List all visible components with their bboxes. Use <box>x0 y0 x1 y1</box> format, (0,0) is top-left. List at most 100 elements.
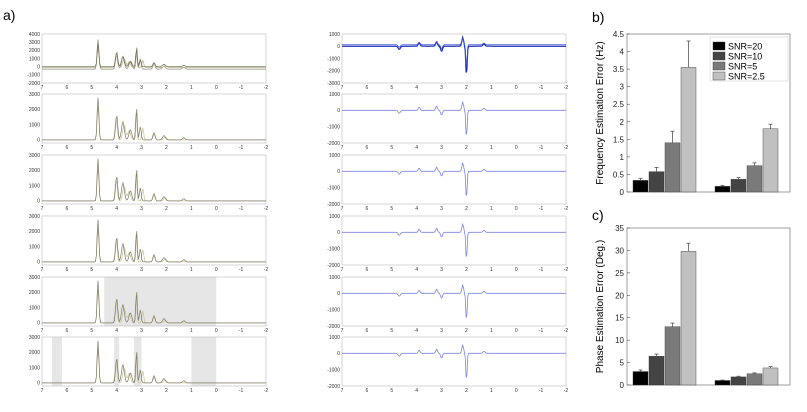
x-tick-label: 2 <box>165 206 168 212</box>
x-tick-label: 0 <box>515 328 518 334</box>
bar-snr-5 <box>664 142 681 193</box>
x-tick-label: 6 <box>365 328 368 334</box>
panel-label-c: c) <box>592 207 604 223</box>
bar-snr-10 <box>648 356 665 386</box>
x-tick-label: 2 <box>465 267 468 273</box>
x-tick-label: 5 <box>90 267 93 273</box>
bar-snr-5 <box>746 165 763 193</box>
panel-frame <box>341 336 567 387</box>
y-tick-label: -1000 <box>327 185 340 191</box>
y-tick-label: 3000 <box>29 40 40 46</box>
x-tick-label: 4 <box>415 388 418 394</box>
y-tick-label: 0 <box>337 44 340 50</box>
x-tick-label: 4 <box>115 145 118 151</box>
x-tick-label: 4 <box>115 206 118 212</box>
x-tick-label: -2 <box>564 206 569 212</box>
x-tick-label: 0 <box>515 206 518 212</box>
x-tick-label: 5 <box>90 206 93 212</box>
x-tick-label: 4 <box>115 85 118 91</box>
x-tick-label: -2 <box>564 145 569 151</box>
x-tick-label: 0 <box>215 388 218 394</box>
panel-frame <box>341 33 567 84</box>
spectrum-line <box>42 47 266 68</box>
y-tick-label: 1000 <box>29 183 40 189</box>
y-tick-label: 0 <box>620 381 625 390</box>
y-tick-label: -1000 <box>27 73 40 79</box>
spectrum-line <box>42 228 266 263</box>
y-tick-label: 25 <box>615 269 624 278</box>
x-tick-label: 2 <box>165 388 168 394</box>
y-tick-label: 10 <box>615 336 624 345</box>
x-tick-label: 5 <box>390 388 393 394</box>
spectrum-line <box>42 106 266 141</box>
x-tick-label: -1 <box>239 388 244 394</box>
x-tick-label: 3 <box>440 267 443 273</box>
x-tick-label: 2 <box>465 85 468 91</box>
y-tick-label: 0 <box>37 199 40 205</box>
x-tick-label: 7 <box>341 85 344 91</box>
bar-snr-2-5 <box>762 367 779 386</box>
spectrum-line <box>42 167 266 202</box>
y-tick-label: -1000 <box>327 307 340 313</box>
y-tick-label: 2000 <box>29 168 40 174</box>
y-tick-label: 1000 <box>29 244 40 250</box>
x-tick-label: 5 <box>390 145 393 151</box>
x-tick-label: -2 <box>564 85 569 91</box>
x-tick-label: -1 <box>239 85 244 91</box>
x-tick-label: 0 <box>515 145 518 151</box>
x-tick-label: 3 <box>440 85 443 91</box>
x-tick-label: -2 <box>264 388 269 394</box>
x-tick-label: 5 <box>90 388 93 394</box>
y-tick-label: -2000 <box>327 141 340 147</box>
bar-snr-10 <box>730 179 747 193</box>
y-tick-label: 1.5 <box>613 135 625 144</box>
panel-frame <box>341 154 567 205</box>
y-tick-label: 2000 <box>29 48 40 54</box>
y-tick-label: 0 <box>620 188 625 197</box>
difference-line <box>342 343 566 378</box>
y-tick-label: 0 <box>37 64 40 70</box>
panel-frame <box>41 336 267 387</box>
x-tick-label: 1 <box>190 206 193 212</box>
bar-snr-5 <box>664 326 681 386</box>
y-tick-label: 1000 <box>329 335 340 341</box>
x-tick-label: -1 <box>239 328 244 334</box>
y-tick-label: 3000 <box>29 92 40 98</box>
y-tick-label: -2000 <box>327 263 340 269</box>
y-axis-label: Phase Estimation Error (Deg.) <box>595 240 606 373</box>
x-tick-label: 4 <box>415 328 418 334</box>
shaded-region <box>114 337 120 386</box>
legend-label: SNR=5 <box>728 62 757 72</box>
x-tick-label: 7 <box>341 145 344 151</box>
bar-snr-2-5 <box>680 67 697 193</box>
bar-snr-10 <box>648 171 665 193</box>
legend-label: SNR=2.5 <box>728 72 765 82</box>
x-tick-label: 1 <box>490 206 493 212</box>
x-tick-label: 6 <box>365 267 368 273</box>
y-tick-label: 3000 <box>29 214 40 220</box>
panel-frame <box>341 276 567 327</box>
y-tick-label: 4 <box>620 48 625 57</box>
y-tick-label: 2000 <box>29 107 40 113</box>
x-tick-label: 0 <box>215 328 218 334</box>
y-axis-label: Frequency Estimation Error (Hz) <box>595 41 606 184</box>
x-tick-label: 7 <box>41 388 44 394</box>
y-tick-label: -1000 <box>327 124 340 130</box>
shaded-region <box>191 337 217 386</box>
y-tick-label: 15 <box>615 314 624 323</box>
x-tick-label: 6 <box>365 388 368 394</box>
bar-snr-20 <box>632 180 649 193</box>
y-tick-label: -1000 <box>327 56 340 62</box>
bar-snr-20 <box>632 371 649 386</box>
y-tick-label: -2000 <box>327 69 340 75</box>
x-tick-label: 1 <box>490 267 493 273</box>
panel-frame <box>41 154 267 205</box>
x-tick-label: 7 <box>41 145 44 151</box>
